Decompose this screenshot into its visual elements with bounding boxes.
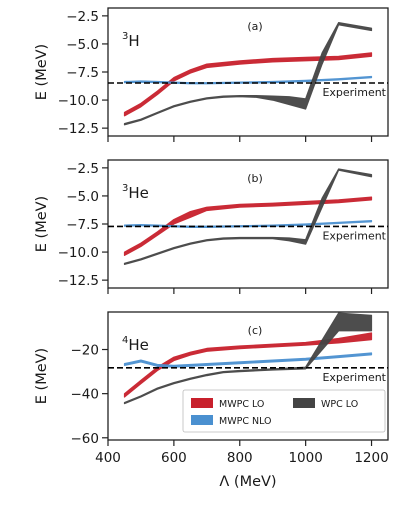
nucleus-symbol: H: [128, 32, 139, 50]
x-tick-label: 1000: [288, 450, 322, 466]
panel-c: −20 −40 −60 400 600 800 1000 1200 E (MeV) Λ (MeV)…: [34, 311, 389, 490]
x-tick-label: 400: [95, 450, 121, 466]
x-tick-label: 800: [227, 450, 253, 466]
nucleus-symbol: He: [128, 336, 149, 354]
legend-label-mwpc_lo: MWPC LO: [219, 399, 264, 410]
series-band-mwpc_lo: [123, 196, 373, 256]
panel-letter: (c): [248, 324, 263, 337]
y-tick-label: −20: [71, 343, 100, 359]
panel-b: −2.5 −5.0 −7.5 −10.0 −12.5 E (MeV) Experiment (…: [34, 159, 389, 294]
nucleus-label: 3H: [122, 31, 140, 50]
panel-letter: (b): [247, 172, 263, 185]
nucleus-label: 3He: [122, 183, 149, 202]
y-tick-label: −40: [71, 387, 100, 403]
y-tick-label: −7.5: [66, 217, 99, 233]
experiment-label: Experiment: [322, 229, 386, 242]
series-band-mwpc_nlo: [123, 352, 373, 368]
y-tick-label: −60: [71, 431, 100, 447]
y-axis-label: E (MeV): [34, 44, 50, 100]
legend-swatch-mwpc_nlo: [191, 415, 213, 425]
y-tick-label: −7.5: [66, 65, 99, 81]
series-band-mwpc_lo: [123, 52, 373, 117]
y-tick-label: −5.0: [66, 189, 99, 205]
series-band-wpc_lo: [123, 168, 373, 265]
legend-label-wpc_lo: WPC LO: [321, 399, 358, 410]
panel-letter: (a): [247, 20, 262, 33]
x-tick-label: 1200: [354, 450, 388, 466]
experiment-label: Experiment: [322, 86, 386, 99]
y-tick-label: −2.5: [66, 161, 99, 177]
series-band-mwpc_lo: [123, 332, 373, 398]
panel-a: −2.5 −5.0 −7.5 −10.0 −12.5 E (MeV) Experiment (…: [34, 7, 389, 142]
legend-swatch-wpc_lo: [293, 398, 315, 408]
nucleus-mass-number: 3: [122, 31, 128, 42]
experiment-label: Experiment: [322, 371, 386, 384]
plot-area: [123, 22, 373, 126]
y-tick-label: −12.5: [58, 273, 99, 289]
y-tick-label: −12.5: [58, 121, 99, 137]
legend-swatch-mwpc_lo: [191, 398, 213, 408]
nucleus-symbol: He: [128, 184, 149, 202]
series-band-wpc_lo: [123, 22, 373, 126]
legend-box: [182, 389, 386, 433]
y-axis-label: E (MeV): [34, 196, 50, 252]
x-tick-label: 600: [161, 450, 187, 466]
legend: MWPC LO WPC LO MWPC NLO: [182, 389, 386, 433]
y-axis-label: E (MeV): [34, 348, 50, 404]
x-axis-label: Λ (MeV): [219, 474, 276, 490]
plot-frame: [107, 311, 389, 441]
series-band-wpc_lo: [123, 312, 373, 405]
nucleus-label: 4He: [122, 335, 149, 354]
y-tick-label: −10.0: [58, 93, 99, 109]
y-tick-label: −10.0: [58, 245, 99, 261]
y-tick-label: −2.5: [66, 9, 99, 25]
legend-label-mwpc_nlo: MWPC NLO: [219, 416, 272, 427]
plot-area: [123, 312, 373, 405]
y-tick-label: −5.0: [66, 37, 99, 53]
nucleus-mass-number: 4: [122, 335, 128, 346]
nucleus-mass-number: 3: [122, 183, 128, 194]
